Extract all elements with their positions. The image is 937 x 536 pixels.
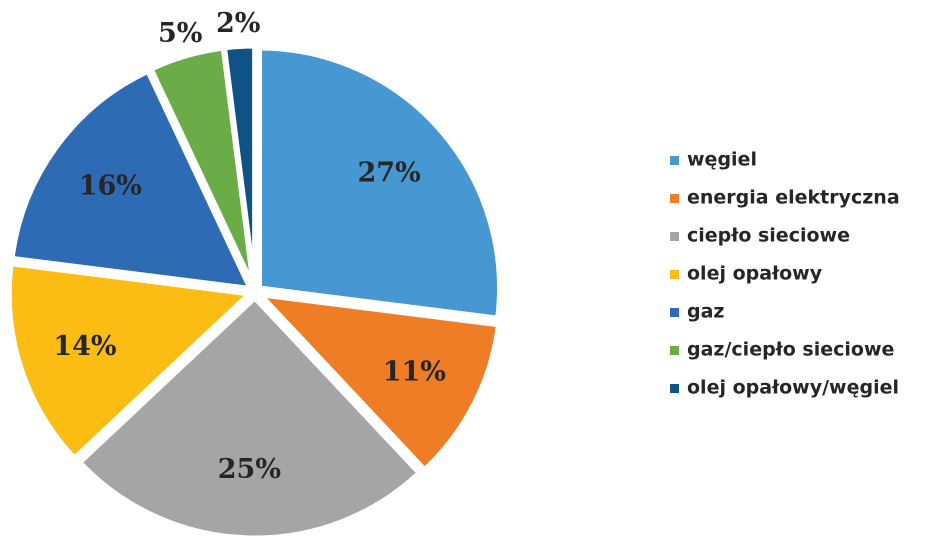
legend-swatch	[670, 308, 679, 317]
legend-label: ciepło sieciowe	[687, 225, 850, 247]
pie-slice	[9, 67, 255, 292]
data-label: 5%	[158, 18, 202, 49]
legend-label: energia elektryczna	[687, 187, 900, 209]
legend-label: węgiel	[687, 149, 757, 171]
legend-swatch	[670, 270, 679, 279]
legend-swatch	[670, 194, 679, 203]
pie-slice	[76, 294, 423, 536]
legend-label: gaz	[687, 301, 724, 323]
legend-swatch	[670, 346, 679, 355]
legend-label: olej opałowy/węgiel	[687, 377, 899, 399]
data-label: 25%	[218, 454, 281, 485]
pie-slice	[221, 43, 258, 287]
data-label: 16%	[79, 170, 142, 201]
legend-swatch	[670, 384, 679, 393]
data-label: 11%	[383, 357, 446, 388]
pie-slice	[253, 291, 502, 474]
legend-swatch	[670, 156, 679, 165]
data-label: 27%	[358, 157, 421, 188]
data-label: 2%	[216, 8, 260, 39]
data-label: 14%	[53, 331, 116, 362]
legend-label: olej opałowy	[687, 263, 823, 285]
pie-slice	[6, 260, 255, 462]
pie-slice	[257, 45, 502, 321]
legend-swatch	[670, 232, 679, 241]
legend-label: gaz/ciepło sieciowe	[687, 339, 894, 361]
